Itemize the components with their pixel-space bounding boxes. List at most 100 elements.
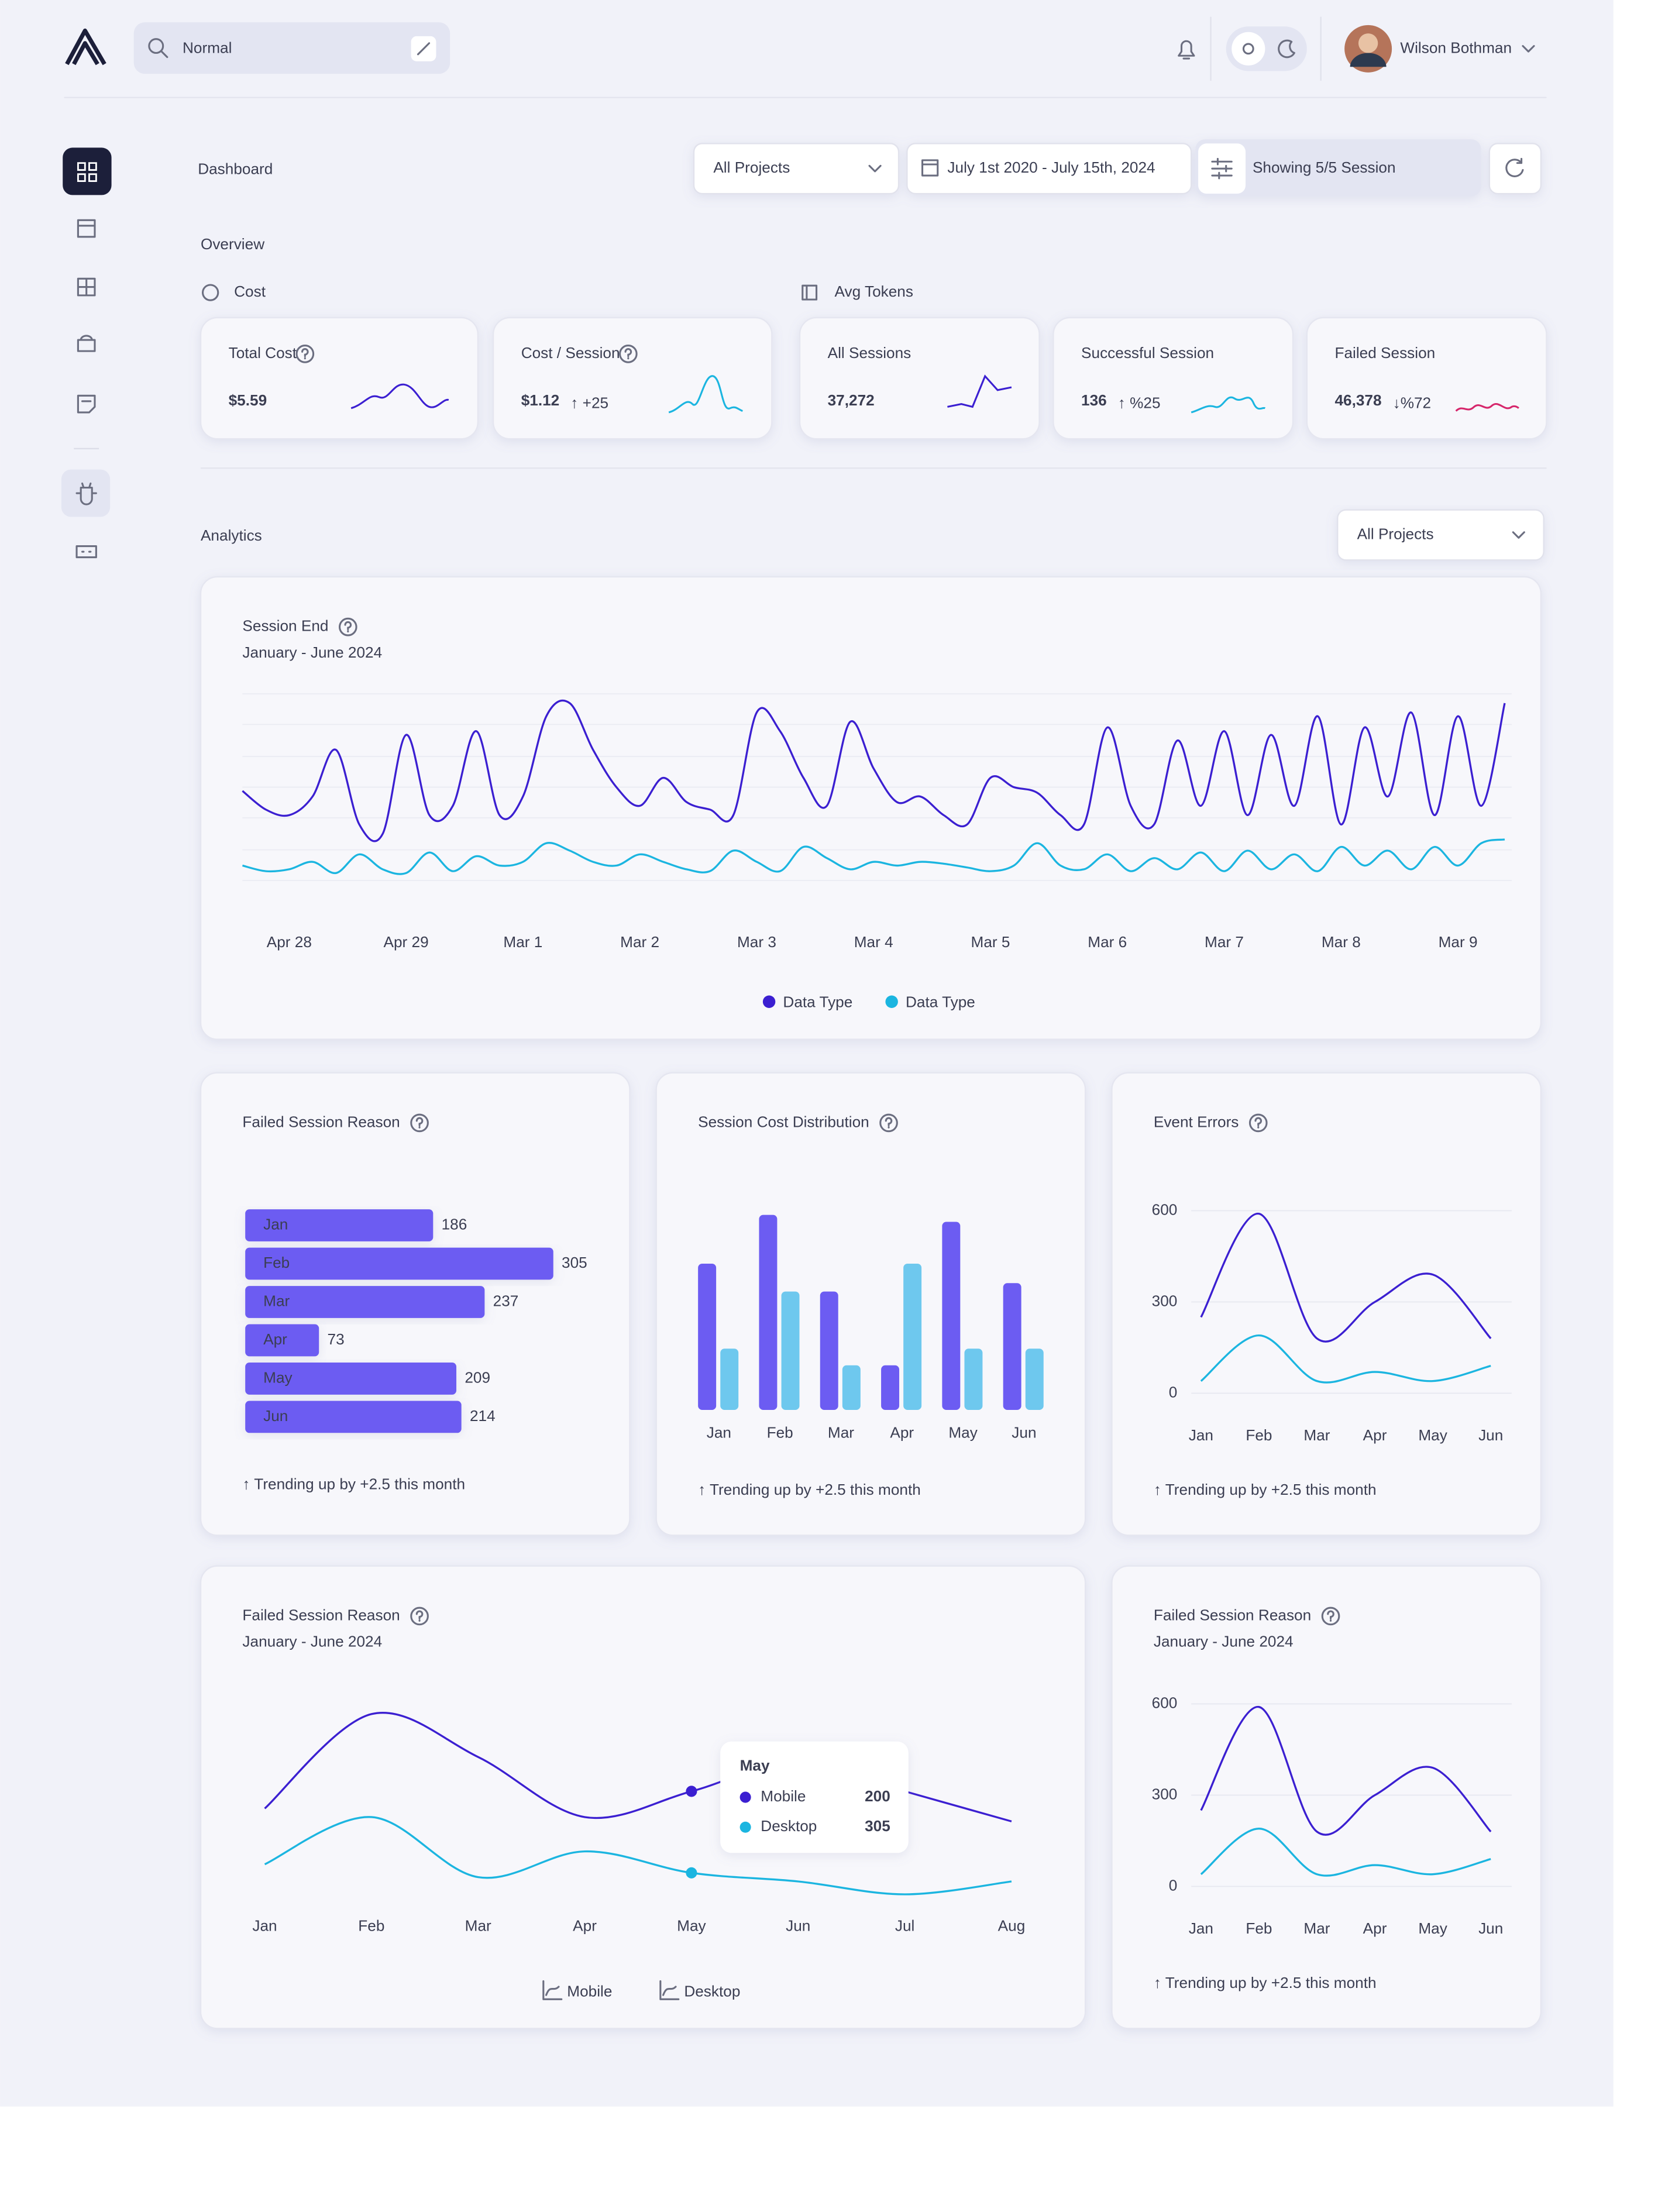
x-tick-label: Apr xyxy=(573,1917,597,1934)
help-icon xyxy=(410,1113,429,1133)
search-field[interactable] xyxy=(133,22,450,74)
sparkline xyxy=(668,375,743,414)
legend-label: Data Type xyxy=(906,993,975,1011)
x-tick-label: May xyxy=(1418,1919,1447,1937)
metric-label: Failed Session xyxy=(1334,344,1435,362)
chart-footer: ↑ Trending up by +2.5 this month xyxy=(698,1481,921,1498)
page-title: Dashboard xyxy=(198,160,273,177)
metric-value: 136 xyxy=(1081,391,1107,409)
line-series xyxy=(1200,1828,1491,1877)
session-filter[interactable] xyxy=(1195,139,1481,197)
metric-delta: ↑ %25 xyxy=(1118,394,1161,412)
bar xyxy=(881,1365,900,1411)
chart-footer: ↑ Trending up by +2.5 this month xyxy=(1154,1974,1377,1991)
x-tick-label: Jan xyxy=(1189,1919,1213,1937)
bar xyxy=(720,1348,739,1411)
sun-icon xyxy=(1242,43,1254,55)
bar-category: May xyxy=(263,1368,293,1386)
bar-category: Apr xyxy=(263,1330,287,1348)
refresh-button[interactable] xyxy=(1488,143,1542,195)
bar-value: 186 xyxy=(442,1215,467,1233)
sparkline xyxy=(1455,403,1519,412)
group-label: Cost xyxy=(234,283,266,300)
x-tick-label: Apr xyxy=(1363,1919,1387,1937)
help-icon xyxy=(1321,1606,1340,1626)
chart-subtitle: January - June 2024 xyxy=(242,1633,382,1650)
bar xyxy=(820,1291,838,1411)
x-tick-label: Jan xyxy=(1189,1426,1213,1444)
bar xyxy=(903,1263,922,1411)
x-tick-label: Jun xyxy=(1012,1423,1036,1441)
x-tick-label: Jun xyxy=(1478,1919,1503,1937)
nav-sessions[interactable] xyxy=(77,219,96,238)
user-menu[interactable]: Wilson Bothman xyxy=(1344,25,1535,73)
search-box[interactable]: Normal xyxy=(133,22,450,74)
metric-label: Total Cost xyxy=(229,344,297,362)
avatar-face xyxy=(1358,33,1378,53)
x-tick-label: Mar xyxy=(1303,1426,1330,1444)
help-icon xyxy=(879,1113,898,1133)
card xyxy=(199,576,1542,1040)
analytics-project-select[interactable] xyxy=(1337,509,1545,561)
chart-title: Failed Session Reason xyxy=(242,1606,400,1623)
y-tick-label: 300 xyxy=(1152,1292,1178,1309)
chart-title: Event Errors xyxy=(1154,1113,1239,1130)
avatar-body xyxy=(1350,53,1387,67)
nav-games[interactable] xyxy=(75,545,97,559)
x-tick-label: Apr xyxy=(890,1423,914,1441)
bar xyxy=(781,1291,800,1411)
help-icon-mark xyxy=(415,1610,424,1622)
sparkline xyxy=(1191,396,1266,414)
x-tick-label: Jun xyxy=(1478,1426,1503,1444)
x-tick-label: May xyxy=(948,1423,978,1441)
metric-label: All Sessions xyxy=(828,344,911,362)
chart-title: Failed Session Reason xyxy=(242,1113,400,1130)
x-tick-label: Feb xyxy=(358,1917,384,1934)
chevron xyxy=(1522,45,1535,53)
help-icon xyxy=(1248,1113,1268,1133)
nav-notes[interactable] xyxy=(77,394,96,414)
session-end-guides xyxy=(242,693,1512,882)
date-range[interactable] xyxy=(906,143,1192,195)
metric-value: 46,378 xyxy=(1334,391,1381,409)
refresh-icon xyxy=(1505,157,1524,177)
bar-category: Mar xyxy=(263,1292,290,1309)
nav-debug[interactable] xyxy=(61,469,111,517)
analytics-project-text: All Projects xyxy=(1357,525,1434,542)
line-series xyxy=(264,1816,1012,1895)
x-tick-label: Apr 28 xyxy=(267,933,312,951)
metric-card xyxy=(199,317,479,440)
nav-storage[interactable] xyxy=(77,335,96,352)
date-range-text: July 1st 2020 - July 15th, 2024 xyxy=(947,159,1155,176)
chevron xyxy=(868,164,882,173)
x-tick-label: Feb xyxy=(1246,1426,1272,1444)
help-icon xyxy=(618,345,638,363)
bar xyxy=(698,1263,717,1411)
chart-title: Session Cost Distribution xyxy=(698,1113,869,1130)
bar xyxy=(245,1209,434,1241)
legend-swatch xyxy=(885,995,898,1008)
chart-title: Session End xyxy=(242,617,328,635)
moon-icon xyxy=(1278,39,1295,59)
metric-delta: ↓%72 xyxy=(1393,394,1432,412)
nav-dashboard-active[interactable] xyxy=(63,147,112,195)
x-tick-label: Jan xyxy=(252,1917,277,1934)
line-series xyxy=(1200,1334,1491,1384)
bar xyxy=(1003,1283,1021,1411)
nav-grid[interactable] xyxy=(77,277,96,297)
metric-value: $1.12 xyxy=(521,391,560,409)
project-select[interactable] xyxy=(693,143,900,195)
help-icon-mark xyxy=(624,348,632,360)
logo[interactable] xyxy=(65,28,106,66)
line-series xyxy=(242,838,1505,875)
bar-value: 237 xyxy=(493,1292,519,1309)
guide-lines xyxy=(242,693,1512,882)
line-series xyxy=(242,699,1506,842)
x-tick-label: Mar xyxy=(465,1917,491,1934)
sliders-icon xyxy=(1211,157,1233,180)
notification-bell[interactable] xyxy=(1178,40,1195,60)
x-tick-label: Jul xyxy=(895,1917,914,1934)
bar-value: 209 xyxy=(465,1368,490,1386)
tokens-icon xyxy=(802,284,818,301)
